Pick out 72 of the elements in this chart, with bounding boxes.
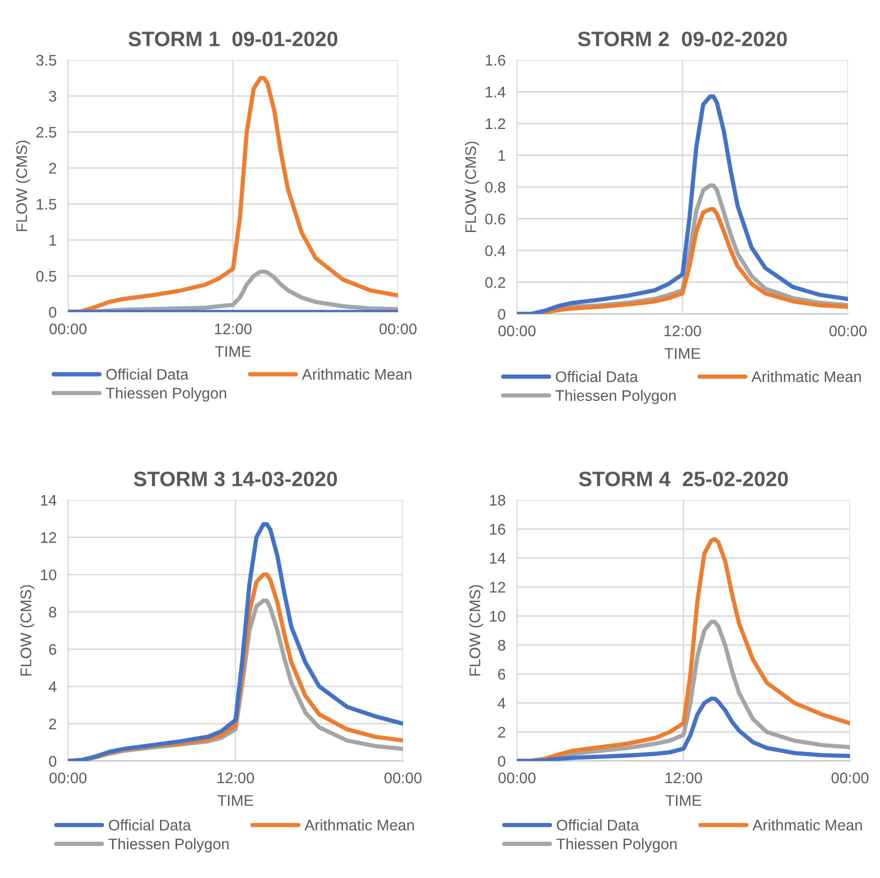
y-axis-title: FLOW (CMS): [16, 140, 30, 231]
y-axis-title: FLOW (CMS): [20, 585, 34, 676]
y-tick-label: 0.5: [36, 270, 56, 282]
y-tick-label: 14: [41, 495, 56, 506]
x-tick-label: 12:00: [664, 326, 702, 336]
y-tick-label: 3: [48, 90, 56, 102]
y-tick-label: 1.5: [36, 199, 56, 210]
chart-title: STORM 3 14-03-2020: [134, 472, 337, 486]
y-tick-label: 0: [498, 756, 506, 767]
y-tick-label: 8: [49, 606, 56, 618]
y-tick-label: 0.6: [485, 214, 506, 224]
x-tick-label: 00:00: [498, 772, 536, 784]
chart-title: STORM 2 09-02-2020: [578, 32, 787, 46]
y-tick-label: 12: [41, 532, 56, 543]
y-tick-label: 4: [498, 698, 506, 709]
y-tick-label: 2: [49, 162, 56, 174]
y-tick-label: 4: [48, 681, 56, 692]
y-tick-label: 3.5: [36, 54, 56, 66]
chart-title: STORM 4 25-02-2020: [578, 472, 788, 486]
legend-label: Thiessen Polygon: [556, 838, 677, 852]
x-axis-title: TIME: [215, 346, 251, 357]
y-tick-label: 14: [490, 553, 506, 564]
x-axis-title: TIME: [218, 795, 254, 806]
legend-label: Arithmatic Mean: [751, 370, 861, 382]
y-tick-label: 10: [490, 610, 506, 622]
y-tick-label: 2: [49, 718, 56, 730]
legend-label: Official Data: [108, 819, 192, 831]
y-tick-label: 0: [48, 306, 56, 318]
x-tick-label: 00:00: [384, 772, 422, 784]
legend-label: Official Data: [556, 819, 640, 831]
y-tick-label: 0.8: [485, 182, 506, 193]
y-tick-label: 12: [490, 582, 506, 593]
x-tick-label: 00:00: [831, 772, 869, 784]
y-tick-label: 1.4: [486, 86, 506, 98]
y-tick-label: 0.4: [485, 245, 506, 256]
legend-label: Thiessen Polygon: [555, 390, 676, 404]
legend-label: Thiessen Polygon: [108, 838, 229, 852]
x-tick-label: 12:00: [666, 772, 702, 784]
x-tick-label: 00:00: [498, 326, 536, 336]
x-tick-label: 12:00: [218, 772, 254, 784]
y-tick-label: 0: [48, 756, 56, 767]
line-series: [68, 76, 398, 312]
x-tick-label: 00:00: [49, 324, 87, 334]
legend-label: Arithmatic Mean: [304, 819, 414, 831]
legend-label: Official Data: [106, 368, 189, 380]
y-axis-title: FLOW (CMS): [464, 142, 480, 232]
y-tick-label: 1: [498, 150, 506, 161]
legend-label: Arithmatic Mean: [752, 819, 862, 831]
chart-title: STORM 1 09-01-2020: [128, 32, 338, 46]
legend-label: Official Data: [556, 370, 638, 382]
legend-label: Arithmatic Mean: [302, 368, 412, 380]
x-tick-label: 00:00: [49, 772, 87, 784]
x-axis-title: TIME: [664, 348, 700, 359]
y-tick-label: 2: [498, 726, 506, 738]
y-tick-label: 18: [490, 494, 506, 506]
y-tick-label: 1.6: [486, 54, 506, 66]
legend-label: Thiessen Polygon: [106, 387, 226, 402]
y-tick-label: 6: [498, 668, 506, 680]
y-tick-label: 6: [49, 644, 56, 655]
y-tick-label: 0.2: [485, 277, 506, 288]
x-tick-label: 00:00: [379, 324, 417, 334]
y-tick-label: 8: [498, 640, 506, 651]
y-tick-label: 16: [490, 524, 506, 535]
y-tick-label: 0: [498, 308, 506, 320]
y-axis-title: FLOW (CMS): [469, 585, 484, 676]
x-tick-label: 00:00: [829, 326, 867, 336]
x-axis-title: TIME: [666, 795, 702, 806]
x-tick-label: 12:00: [215, 324, 252, 334]
y-tick-label: 10: [41, 569, 56, 580]
y-tick-label: 2.5: [36, 126, 56, 138]
y-tick-label: 1: [50, 235, 56, 246]
y-tick-label: 1.2: [486, 118, 506, 130]
